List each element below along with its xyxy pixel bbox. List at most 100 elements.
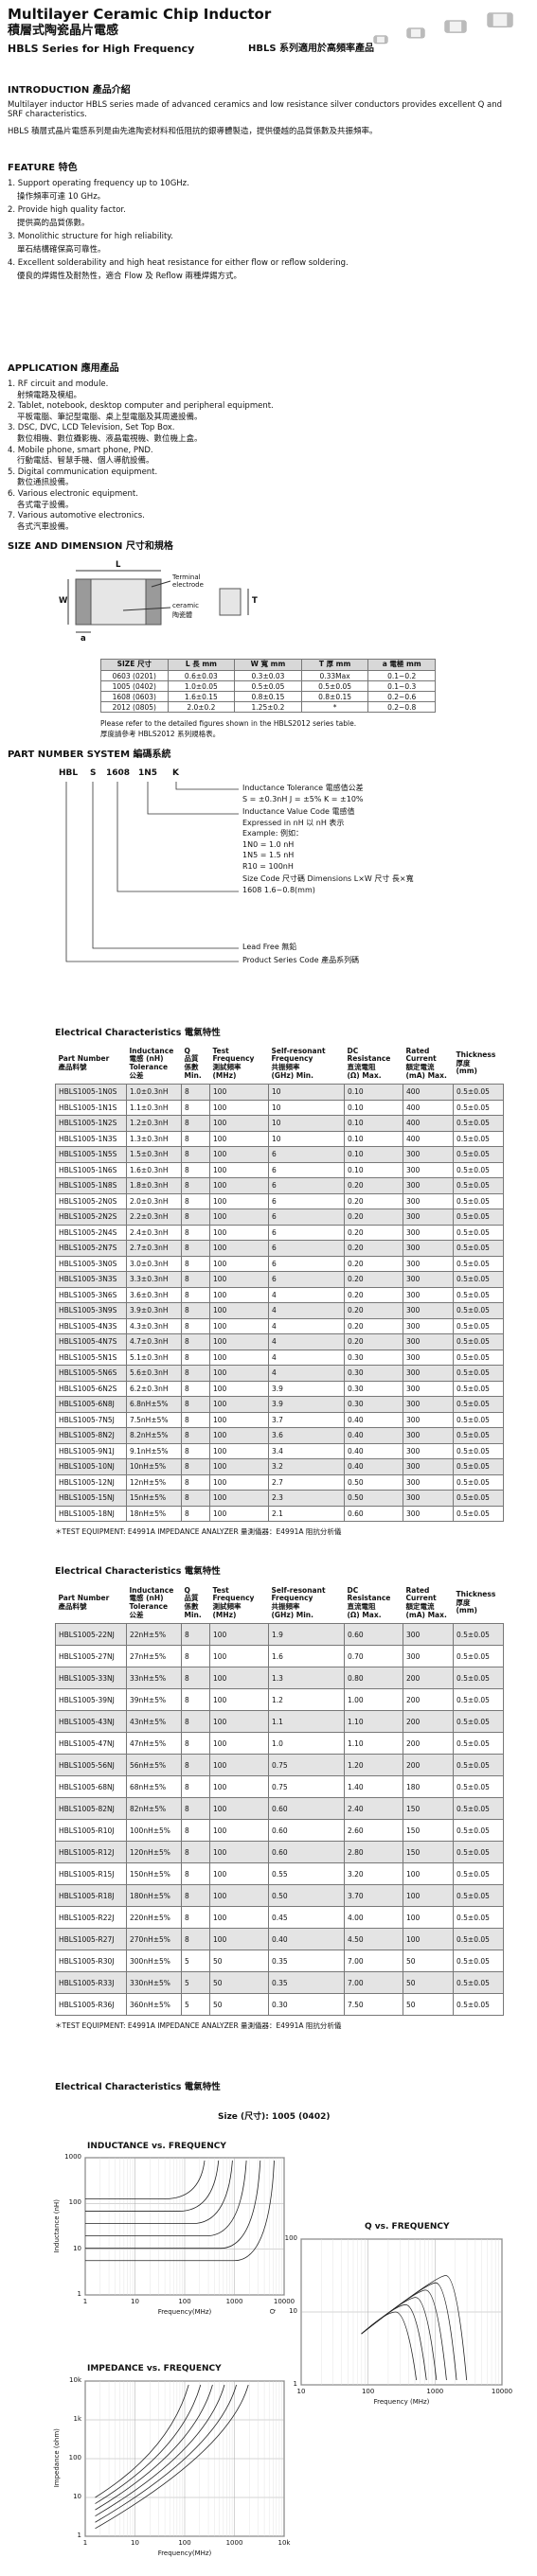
size-row: 1005 (0402) 1.0±0.05 0.5±0.05 0.5±0.05 0.1~0… <box>100 680 436 692</box>
cell: HBLS1005-8N2J <box>55 1427 127 1444</box>
cell: 8 <box>181 1084 210 1101</box>
cell: 8 <box>181 1906 210 1929</box>
cell: 0.33Max <box>300 670 369 681</box>
chart-title: Q vs. FREQUENCY <box>365 2222 450 2232</box>
cell: HBLS1005-6N8J <box>55 1396 127 1413</box>
header-row: SIZE 尺寸 L 長 mm W 寬 mm T 厚 mm a 電極 mm <box>100 659 436 671</box>
header-cell: SIZE 尺寸 <box>100 659 169 671</box>
cell: 8 <box>181 1115 210 1132</box>
cell: 100 <box>209 1754 269 1776</box>
cell: 2.0±0.2 <box>167 701 236 713</box>
cell: 300 <box>403 1302 454 1319</box>
header-row: Part Number 產品料號 Inductance 電感 (nH) Toler… <box>56 1583 504 1624</box>
cell: 4 <box>268 1286 345 1303</box>
chip-terminal <box>145 578 162 626</box>
cell: 9.1nH±5% <box>126 1442 182 1459</box>
cell: 0.20 <box>344 1302 403 1319</box>
cell: 8 <box>181 1505 210 1522</box>
cell: 5 <box>181 1971 210 1994</box>
cell: 360nH±5% <box>126 1993 182 2016</box>
spec-row: HBLS1005-6N8J 6.8nH±5% 8 100 3.9 0.30 300 0.5±0… <box>55 1396 504 1413</box>
cell: 8 <box>181 1255 210 1272</box>
cell: 100 <box>403 1928 454 1950</box>
y-tick-label: 10 <box>73 2493 81 2500</box>
spec-row: HBLS1005-5N1S 5.1±0.3nH 8 100 4 0.30 300 0.5±0.… <box>55 1349 504 1366</box>
cell: 300 <box>403 1490 454 1507</box>
cell: HBLS1005-15NJ <box>55 1490 127 1507</box>
cell: 8 <box>181 1380 210 1397</box>
cell: 0.70 <box>344 1645 403 1667</box>
cell: 0.10 <box>344 1099 403 1116</box>
cell: 8 <box>181 1411 210 1428</box>
spec-row: HBLS1005-4N3S 4.3±0.3nH 8 100 4 0.20 300 0.5±0.… <box>55 1317 504 1334</box>
cell: 100 <box>209 1099 269 1116</box>
x-tick-label: 10000 <box>491 2388 513 2395</box>
cell: 8 <box>181 1209 210 1226</box>
code-part: K <box>172 768 179 778</box>
annotation: 1N0 = 1.0 nH <box>242 839 295 849</box>
cell: 10nH±5% <box>126 1458 182 1475</box>
cell: 6 <box>268 1240 345 1257</box>
cell: 10 <box>268 1099 345 1116</box>
cell: 8 <box>181 1177 210 1194</box>
cell: HBLS1005-12NJ <box>55 1473 127 1491</box>
cell: 0.40 <box>344 1442 403 1459</box>
x-tick-label: 10k <box>277 2539 291 2547</box>
header-cell: Test Frequency 測試頻率 (MHz) <box>212 1585 255 1619</box>
code-part: 1608 <box>106 768 131 778</box>
cell: 1.3±0.3nH <box>126 1130 182 1147</box>
header-cell: Inductance 電感 (nH) Tolerance 公差 <box>129 1046 174 1080</box>
cell: 300 <box>403 1146 454 1163</box>
x-tick-label: 10 <box>131 2298 139 2305</box>
spec-row: HBLS1005-5N6S 5.6±0.3nH 8 100 4 0.30 300 0.5±0.… <box>55 1365 504 1382</box>
cell: 1.6 <box>268 1645 345 1667</box>
cell: 100 <box>209 1427 269 1444</box>
cell: 10 <box>268 1130 345 1147</box>
cell: 3.2 <box>268 1458 345 1475</box>
cell: 150 <box>403 1797 454 1820</box>
cell: 100 <box>209 1161 269 1178</box>
y-tick-label: 1 <box>77 2532 81 2539</box>
cell: 0.8±0.15 <box>234 691 302 702</box>
cell: 3.20 <box>344 1862 403 1885</box>
cell: 0.5±0.05 <box>453 1317 504 1334</box>
cell: 5.6±0.3nH <box>126 1365 182 1382</box>
cell: 3.6 <box>268 1427 345 1444</box>
leader <box>122 607 171 611</box>
cell: HBLS1005-56NJ <box>55 1754 127 1776</box>
cell: 50 <box>209 1993 269 2016</box>
list-item: 4. Mobile phone, smart phone, PND. <box>8 445 153 455</box>
cell: 8 <box>181 1146 210 1163</box>
annotation: S = ±0.3nH J = ±5% K = ±10% <box>242 794 364 803</box>
characteristic-curve <box>85 2160 247 2237</box>
cell: 0.20 <box>344 1286 403 1303</box>
cell: 300 <box>403 1645 454 1667</box>
annotation: Size Code 尺寸碼 Dimensions L×W 尺寸 長×寬 <box>242 874 414 883</box>
cell: 120nH±5% <box>126 1841 182 1863</box>
x-tick-label: 10000 <box>273 2298 295 2305</box>
characteristic-curve <box>361 2311 418 2381</box>
spec-row: HBLS1005-R10J 100nH±5% 8 100 0.60 2.60 150 0.5±… <box>55 1819 504 1842</box>
spec-row: HBLS1005-1N0S 1.0±0.3nH 8 100 10 0.10 400 0.5±0… <box>55 1084 504 1101</box>
section-heading: SIZE AND DIMENSION 尺寸和規格 <box>8 541 173 552</box>
cell: 1.6±0.15 <box>167 691 236 702</box>
spec-row: HBLS1005-1N6S 1.6±0.3nH 8 100 6 0.10 300 0.5±0.… <box>55 1161 504 1178</box>
cell: 0.75 <box>268 1775 345 1798</box>
cell: 0.5±0.05 <box>300 680 369 692</box>
x-tick-label: 1000 <box>426 2388 444 2395</box>
characteristic-curve <box>85 2160 206 2199</box>
list-item: 1. Support operating frequency up to 10G… <box>8 179 189 188</box>
cell: 0.5±0.05 <box>453 1365 504 1382</box>
cell: 4 <box>268 1317 345 1334</box>
cell: 0.5±0.05 <box>453 1505 504 1522</box>
cell: 0.5±0.05 <box>453 1754 504 1776</box>
cell: 6 <box>268 1146 345 1163</box>
cell: 27nH±5% <box>126 1645 182 1667</box>
header-cell: L 長 mm <box>167 659 236 671</box>
header-cell: a 電極 mm <box>367 659 436 671</box>
cell: 8 <box>181 1286 210 1303</box>
cell: 100 <box>209 1209 269 1226</box>
note: 厚度請參考 HBLS2012 系列規格表。 <box>100 730 221 738</box>
cell: 0.5±0.05 <box>453 1732 504 1755</box>
cell: 0.5±0.05 <box>453 1841 504 1863</box>
